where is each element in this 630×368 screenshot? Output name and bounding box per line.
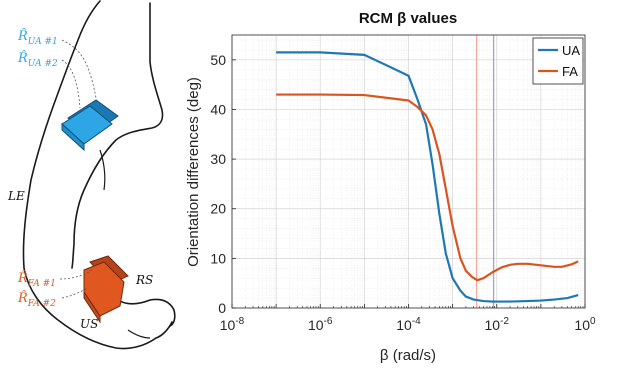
arm-outline-inner (71, 2, 164, 269)
x-tick-label: 10-2 (485, 316, 510, 333)
y-tick-label: 0 (218, 300, 226, 316)
arm-outline (22, 0, 173, 350)
tick-marks (231, 59, 586, 309)
y-tick-label: 30 (210, 151, 226, 167)
fa-sensor-front (83, 290, 101, 324)
label-us: US (80, 317, 98, 331)
upper-arm-sensors (61, 99, 119, 152)
legend-label-ua: UA (562, 43, 580, 58)
x-tick-label: 10-4 (396, 316, 421, 333)
x-tick-labels: 10-8 10-6 10-4 10-2 100 (220, 316, 596, 333)
forearm-sensors (83, 255, 129, 324)
chart: 10-8 10-6 10-4 10-2 100 0 10 20 30 40 50 RCM β va… (185, 10, 596, 364)
label-rs: RS (135, 273, 153, 287)
y-tick-label: 50 (210, 52, 226, 68)
fa1-leader (59, 269, 93, 280)
series-line-fa (276, 93, 579, 282)
series-layer (276, 51, 579, 303)
hand-outline (127, 329, 151, 339)
y-tick-label: 10 (210, 250, 226, 266)
legend-box (532, 37, 584, 85)
x-tick-label: 10-6 (308, 316, 333, 333)
x-axis-label: β (rad/s) (380, 347, 436, 364)
fa2-leader (61, 287, 89, 299)
arm-illustration: R̂UA #1 R̂UA #2 R̂FA #1 R̂FA #2 LE RS US (7, 0, 176, 350)
label-r-ua-2: R̂UA #2 (17, 50, 58, 69)
y-tick-labels: 0 10 20 30 40 50 (210, 52, 226, 316)
reference-lines (476, 35, 495, 308)
y-axis-label: Orientation differences (deg) (185, 77, 202, 267)
series-line-ua (276, 51, 579, 303)
y-tick-label: 20 (210, 201, 226, 217)
x-tick-label: 10-8 (220, 316, 245, 333)
ua1-leader (61, 39, 97, 99)
wrist-outline (117, 298, 176, 327)
ua-sensor-front (61, 122, 85, 152)
legend: UA FA (532, 37, 584, 85)
legend-label-fa: FA (562, 64, 578, 79)
chart-title: RCM β values (359, 10, 457, 27)
label-le: LE (7, 189, 25, 203)
label-r-fa-1: R̂FA #1 (17, 270, 56, 289)
label-r-fa-2: R̂FA #2 (17, 290, 56, 309)
elbow-crease (99, 149, 106, 191)
ua2-leader (61, 59, 81, 109)
x-tick-label: 100 (574, 316, 596, 333)
label-r-ua-1: R̂UA #1 (17, 28, 58, 47)
y-tick-label: 40 (210, 101, 226, 117)
